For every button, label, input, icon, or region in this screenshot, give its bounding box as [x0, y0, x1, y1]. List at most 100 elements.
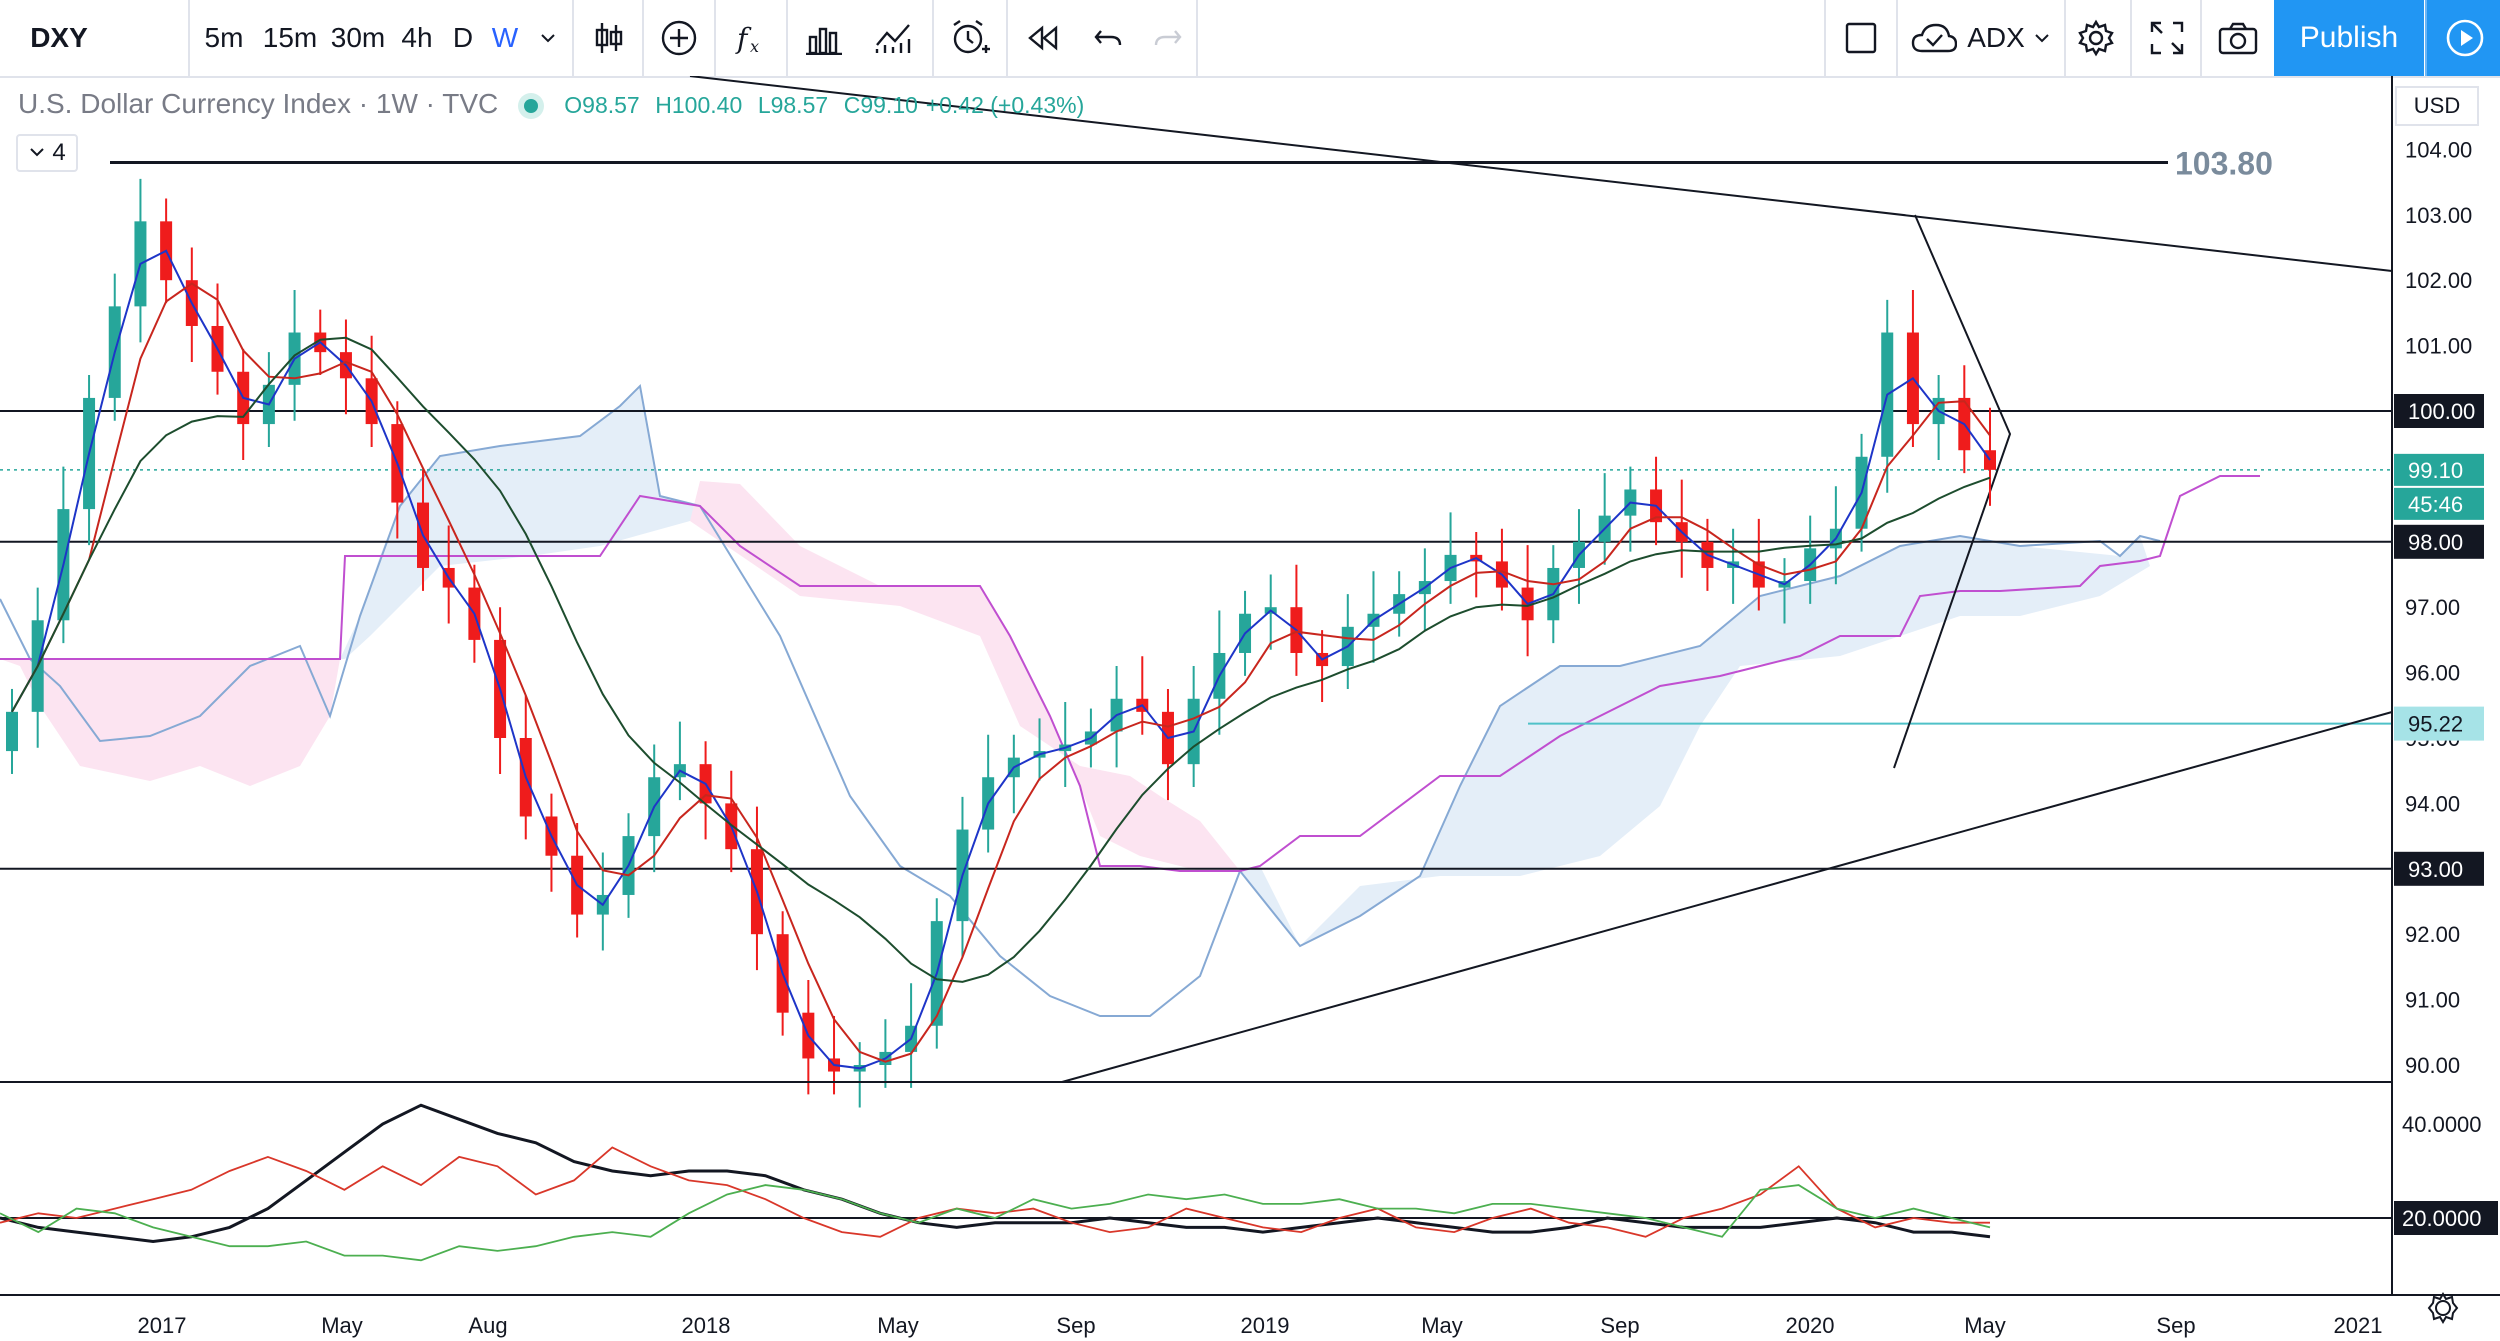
- cloud-save-button[interactable]: ADX: [1896, 0, 2038, 76]
- interval-5m-label: 5m: [204, 22, 244, 53]
- level-badge[interactable]: [2394, 851, 2484, 886]
- level-badge[interactable]: [2394, 524, 2484, 559]
- interval-w-button[interactable]: W: [484, 0, 526, 76]
- kumo-bull-cloud: [1240, 536, 2150, 946]
- publish-label: Publish: [2299, 21, 2399, 54]
- redo-button[interactable]: [1140, 0, 1196, 76]
- snapshot-button[interactable]: [2200, 0, 2274, 76]
- level-badge-label: 100.00: [2408, 399, 2475, 424]
- level-badge[interactable]: [2394, 394, 2484, 428]
- legend-title: U.S. Dollar Currency Index · 1W · TVC: [18, 88, 499, 119]
- legend-open: O98.57: [564, 92, 640, 118]
- gear-icon[interactable]: [2427, 1292, 2459, 1324]
- minus-di-line: [0, 1146, 1990, 1238]
- chevron-down-icon: [2035, 34, 2049, 43]
- interval-5m-button[interactable]: 5m: [188, 0, 258, 76]
- price-tick-label: 91.00: [2405, 988, 2460, 1013]
- time-tick-label: Sep: [1056, 1313, 1095, 1338]
- price-tick-label: 102.00: [2405, 268, 2472, 293]
- triangle-pattern[interactable]: [1893, 214, 2012, 769]
- cloud-check-icon: [1912, 23, 1958, 53]
- alert-button[interactable]: [932, 0, 1006, 76]
- chevron-down-icon: [541, 34, 555, 43]
- gear-icon: [2078, 19, 2114, 57]
- time-tick-label: May: [1421, 1313, 1463, 1338]
- publish-button[interactable]: Publish: [2274, 0, 2424, 76]
- trendlines[interactable]: [689, 76, 2393, 1083]
- layout-button[interactable]: [1824, 0, 1896, 76]
- settings-button[interactable]: [2064, 0, 2126, 76]
- price-tick-label: 103.00: [2405, 203, 2472, 228]
- current-price-badge[interactable]: [2394, 453, 2484, 486]
- indicator-count-label: 4: [52, 139, 66, 166]
- symbol-label: DXY: [30, 22, 88, 53]
- interval-4h-label: 4h: [401, 22, 433, 53]
- interval-4h-button[interactable]: 4h: [392, 0, 442, 76]
- moving-average-line-2: [11, 336, 1991, 983]
- time-axis[interactable]: 2017 May Aug 2018 May Sep 2019 May Sep 2020 May Sep…: [0, 1292, 2500, 1338]
- interval-15m-label: 15m: [262, 22, 318, 53]
- undo-button[interactable]: [1076, 0, 1140, 76]
- adx-tick-label: 40.0000: [2402, 1112, 2482, 1137]
- time-tick-label: 2020: [1786, 1313, 1835, 1338]
- candle-body[interactable]: [6, 711, 18, 752]
- price-tick-label: 96.00: [2405, 661, 2460, 686]
- financials-button[interactable]: [786, 0, 860, 76]
- toolbar-divider: [1196, 0, 1198, 76]
- price-pane[interactable]: [0, 383, 2260, 1017]
- time-tick-label: 2017: [138, 1313, 187, 1338]
- replay-button[interactable]: [1006, 0, 1078, 76]
- time-tick-label: Sep: [1600, 1313, 1639, 1338]
- line-chart-icon: [875, 24, 911, 53]
- price-axis[interactable]: 90.0091.0092.0093.0094.0095.0096.0097.00…: [0, 76, 2484, 1295]
- publish-video-button[interactable]: [2425, 0, 2500, 76]
- templates-button[interactable]: [858, 0, 930, 76]
- level-badge-label: 95.22: [2408, 712, 2463, 737]
- span-a-line: [0, 383, 2161, 1017]
- chart-canvas[interactable]: 103.80 90.0091.0092.0093.0094.0095.0096.…: [0, 76, 2500, 1341]
- horizontal-levels[interactable]: 103.80: [0, 145, 2392, 870]
- countdown-label: 45:46: [2408, 492, 2463, 517]
- interval-30m-button[interactable]: 30m: [324, 0, 392, 76]
- market-status-dot: [524, 98, 539, 113]
- fullscreen-button[interactable]: [2130, 0, 2202, 76]
- redo-icon: [1154, 30, 1182, 46]
- upper-trendline[interactable]: [689, 76, 2393, 272]
- svg-text:x: x: [750, 37, 759, 56]
- moving-average-line-1: [11, 282, 1991, 1063]
- indicators-collapse-toggle[interactable]: 4: [16, 134, 78, 172]
- time-tick-label: 2019: [1241, 1313, 1290, 1338]
- currency-label[interactable]: USD: [2395, 86, 2479, 126]
- legend-close: C99.10: [843, 92, 918, 118]
- time-tick-label: May: [1964, 1313, 2006, 1338]
- level-badge-label: 93.00: [2408, 857, 2463, 882]
- current-price-label: 99.10: [2408, 458, 2463, 483]
- square-icon: [1845, 22, 1877, 54]
- time-tick-label: 2018: [682, 1313, 731, 1338]
- adx-level-label: 20.0000: [2402, 1206, 2482, 1231]
- save-dropdown-button[interactable]: [2020, 0, 2064, 76]
- level-badge[interactable]: [2394, 706, 2484, 741]
- time-tick-label: Aug: [468, 1313, 507, 1338]
- chart-type-button[interactable]: [572, 0, 644, 76]
- lower-trendline[interactable]: [1061, 711, 2393, 1083]
- legend-high: H100.40: [655, 92, 743, 118]
- currency-text: USD: [2413, 93, 2461, 118]
- compare-add-symbol-button[interactable]: [642, 0, 714, 76]
- symbol-search-button[interactable]: DXY: [0, 0, 118, 76]
- moving-average-line-0: [11, 249, 1991, 1070]
- rewind-icon: [1028, 25, 1058, 51]
- bar-chart-icon: [806, 27, 842, 55]
- interval-dropdown-button[interactable]: [526, 0, 570, 76]
- adx-level-badge[interactable]: [2394, 1201, 2498, 1235]
- camera-icon: [2218, 22, 2258, 55]
- price-tick-label: 90.00: [2405, 1053, 2460, 1078]
- plus-circle-icon: [661, 20, 697, 56]
- plus-di-line: [0, 1184, 1991, 1262]
- interval-15m-button[interactable]: 15m: [258, 0, 322, 76]
- interval-d-button[interactable]: D: [442, 0, 484, 76]
- candlestick-icon: [595, 23, 623, 53]
- legend-low: L98.57: [757, 92, 829, 118]
